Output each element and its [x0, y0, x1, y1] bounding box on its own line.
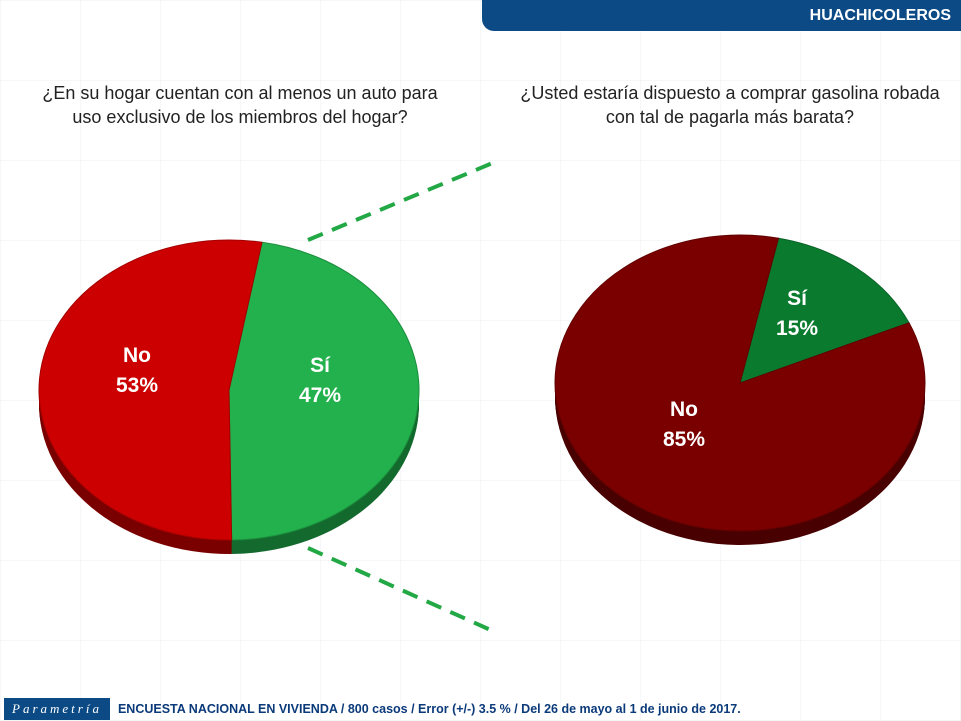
chart-1-title: ¿En su hogar cuentan con al menos un aut…	[42, 83, 438, 127]
section-banner: HUACHICOLEROS	[482, 0, 961, 31]
pie-1-label-si: Sí	[310, 354, 331, 377]
pie-1-value-si: 47%	[299, 384, 341, 407]
pie-1-slice-no	[38, 239, 263, 541]
pie-2-label-si: Sí	[787, 287, 808, 310]
section-title: HUACHICOLEROS	[809, 6, 951, 24]
pie-1-label-no: No	[123, 344, 151, 367]
connector-line-top	[307, 160, 496, 242]
pie-2-slice-no	[554, 234, 926, 532]
pie-1-value-no: 53%	[116, 374, 158, 397]
connector-line-bottom	[307, 546, 496, 634]
survey-note: ENCUESTA NACIONAL EN VIVIENDA / 800 caso…	[117, 702, 741, 716]
parametria-logo: Parametría	[4, 698, 110, 720]
chart-2-title: ¿Usted estaría dispuesto a comprar gasol…	[520, 83, 940, 127]
pie-2-label-no: No	[670, 398, 698, 421]
pie-2-value-no: 85%	[663, 428, 705, 451]
pie-1-slice-si	[228, 241, 420, 541]
pie-2-value-si: 15%	[776, 317, 818, 340]
pie-2-slice-si	[739, 237, 910, 384]
footer: Parametría ENCUESTA NACIONAL EN VIVIENDA…	[0, 697, 961, 721]
